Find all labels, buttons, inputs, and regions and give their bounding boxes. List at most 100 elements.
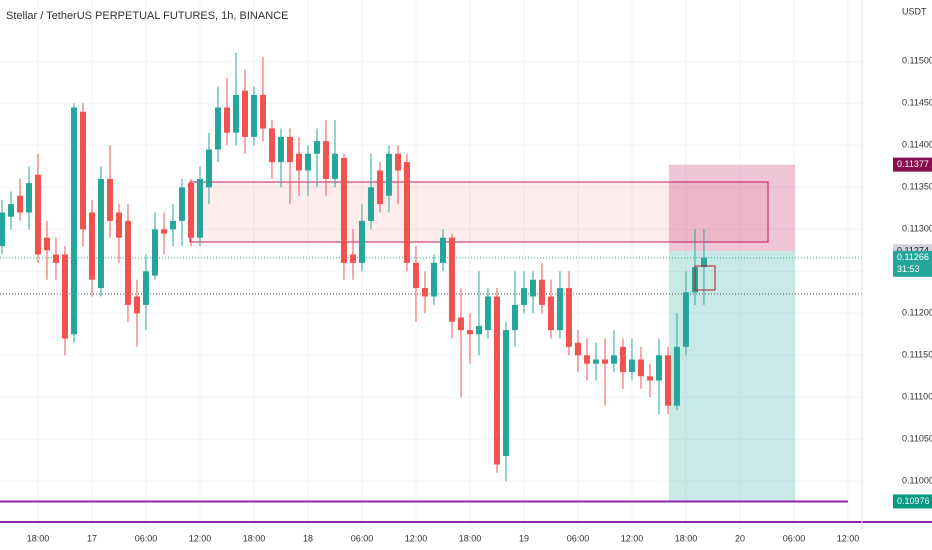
candle-body [673,346,680,406]
candle-body [268,128,275,163]
x-tick-label: 18:00 [675,533,698,543]
candle-body [457,317,464,331]
candle-body [196,178,203,238]
x-tick-label: 12:00 [837,533,860,543]
y-tick-label: 0.11150 [902,350,932,360]
candle-body [322,141,329,179]
candle-body [448,237,455,322]
candle-body [493,296,500,465]
candle-body [583,355,590,364]
candle-body [70,107,77,335]
candle-body [160,229,167,234]
candle-body [430,262,437,297]
candle-body [655,355,662,381]
candle-body [700,257,707,268]
candle-body [115,212,122,238]
y-tick-label: 0.11400 [902,140,932,150]
price-label: 0.10976 [897,496,930,506]
candle-body [133,296,140,314]
candle-body [61,254,68,339]
countdown: 31:53 [897,264,920,274]
x-tick-label: 18:00 [27,533,50,543]
candle-body [52,254,59,263]
position-tool [0,164,862,503]
candle-body [106,178,113,221]
candle-body [367,187,374,221]
candle-body [169,220,176,230]
x-tick-label: 06:00 [567,533,590,543]
candle-body [556,288,563,331]
candle-body [475,325,482,335]
x-tick-label: 12:00 [405,533,428,543]
candle-body [628,359,635,373]
x-tick-label: 18 [303,533,313,543]
loss-zone [669,164,795,252]
candle-body [79,111,86,230]
candle-body [340,157,347,263]
y-tick-label: 0.11050 [902,434,932,444]
y-tick-label: 0.11000 [902,476,932,486]
candle-body [547,296,554,331]
x-tick-label: 17 [87,533,97,543]
y-tick-label: 0.11500 [902,56,932,66]
candle-body [214,107,221,150]
candle-body [178,187,185,221]
profit-zone [669,251,795,502]
candle-body [421,288,428,297]
candle-body [0,212,5,247]
candle-body [394,153,401,171]
candle-body [646,376,653,381]
candle-body [538,279,545,305]
candle-body [565,288,572,347]
candle-body [241,90,248,137]
candle-body [484,296,491,331]
price-label-box [893,250,932,277]
candle-body [520,288,527,305]
candle-body [205,149,212,188]
candle-body [610,355,617,364]
axes: 0.11000 0.11050 0.11100 0.11150 0.11200 0.112… [27,56,932,543]
x-tick-label: 18:00 [243,533,266,543]
candle-body [574,342,581,356]
candle-body [601,359,608,364]
candle-body [619,346,626,373]
x-tick-label: 06:00 [783,533,806,543]
candle-body [358,220,365,263]
candle-body [250,94,257,137]
chart-title: Stellar / TetherUS PERPETUAL FUTURES, 1h… [6,10,288,22]
candle-body [232,94,239,133]
candle-body [592,359,599,364]
y-tick-label: 0.11300 [902,224,932,234]
candle-body [466,330,473,335]
x-tick-label: 12:00 [189,533,212,543]
x-tick-label: 19 [519,533,529,543]
candle-body [403,162,410,263]
x-tick-label: 12:00 [621,533,644,543]
y-tick-label: 0.11350 [902,182,932,192]
candle-body [412,262,419,289]
candle-body [439,237,446,263]
x-tick-label: 06:00 [135,533,158,543]
grid [0,0,862,530]
candles [0,52,707,482]
supply-zone [189,181,769,243]
candle-body [187,183,194,238]
price-label-box [893,494,932,509]
candle-body [529,279,536,297]
candle-body [385,153,392,196]
price-label: 0.11377 [897,159,929,169]
y-tick-label: 0.11200 [902,308,932,318]
candle-body [376,170,383,205]
candle-body [142,271,149,305]
candle-body [88,212,95,280]
candle-body [223,107,230,133]
candle-body [664,355,671,406]
candle-body [277,136,284,163]
candle-body [511,304,518,331]
y-tick-label: 0.11100 [902,392,932,402]
candle-body [34,174,41,255]
candle-body [25,183,32,213]
marker-box [694,265,716,291]
price-label-box [893,157,932,172]
